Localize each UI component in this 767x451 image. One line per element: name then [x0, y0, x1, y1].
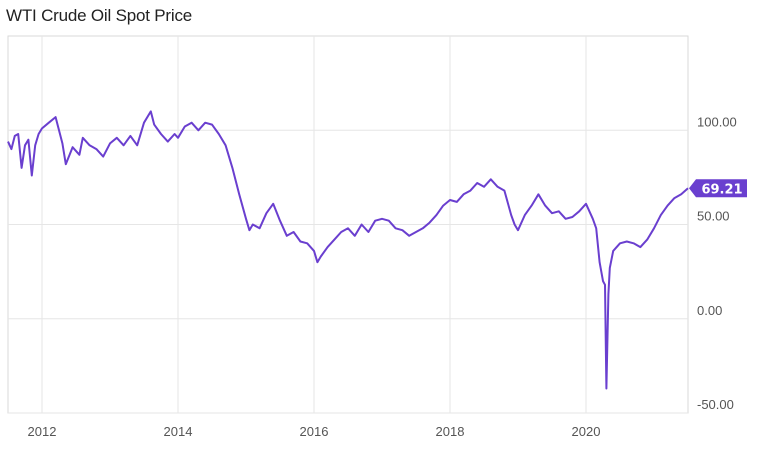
y-tick-label: 50.00 [697, 209, 730, 224]
x-tick-label: 2020 [572, 424, 601, 439]
series-line [7, 110, 689, 390]
y-tick-label: 0.00 [697, 303, 722, 318]
x-tick-label: 2014 [164, 424, 193, 439]
y-axis: -50.00 0.00 50.00 100.00 [697, 114, 737, 412]
y-tick-label: 100.00 [697, 114, 737, 129]
x-tick-label: 2016 [300, 424, 329, 439]
last-value-badge: 69.21 [689, 179, 747, 198]
chart-title: WTI Crude Oil Spot Price [6, 6, 193, 25]
x-axis: 2012 2014 2016 2018 2020 [28, 424, 601, 439]
x-tick-label: 2012 [28, 424, 57, 439]
grid [7, 35, 689, 414]
last-value-badge-shape [689, 179, 747, 198]
x-tick-label: 2018 [436, 424, 465, 439]
last-value-label: 69.21 [701, 182, 742, 197]
series-group [7, 110, 689, 390]
y-tick-label: -50.00 [697, 397, 734, 412]
